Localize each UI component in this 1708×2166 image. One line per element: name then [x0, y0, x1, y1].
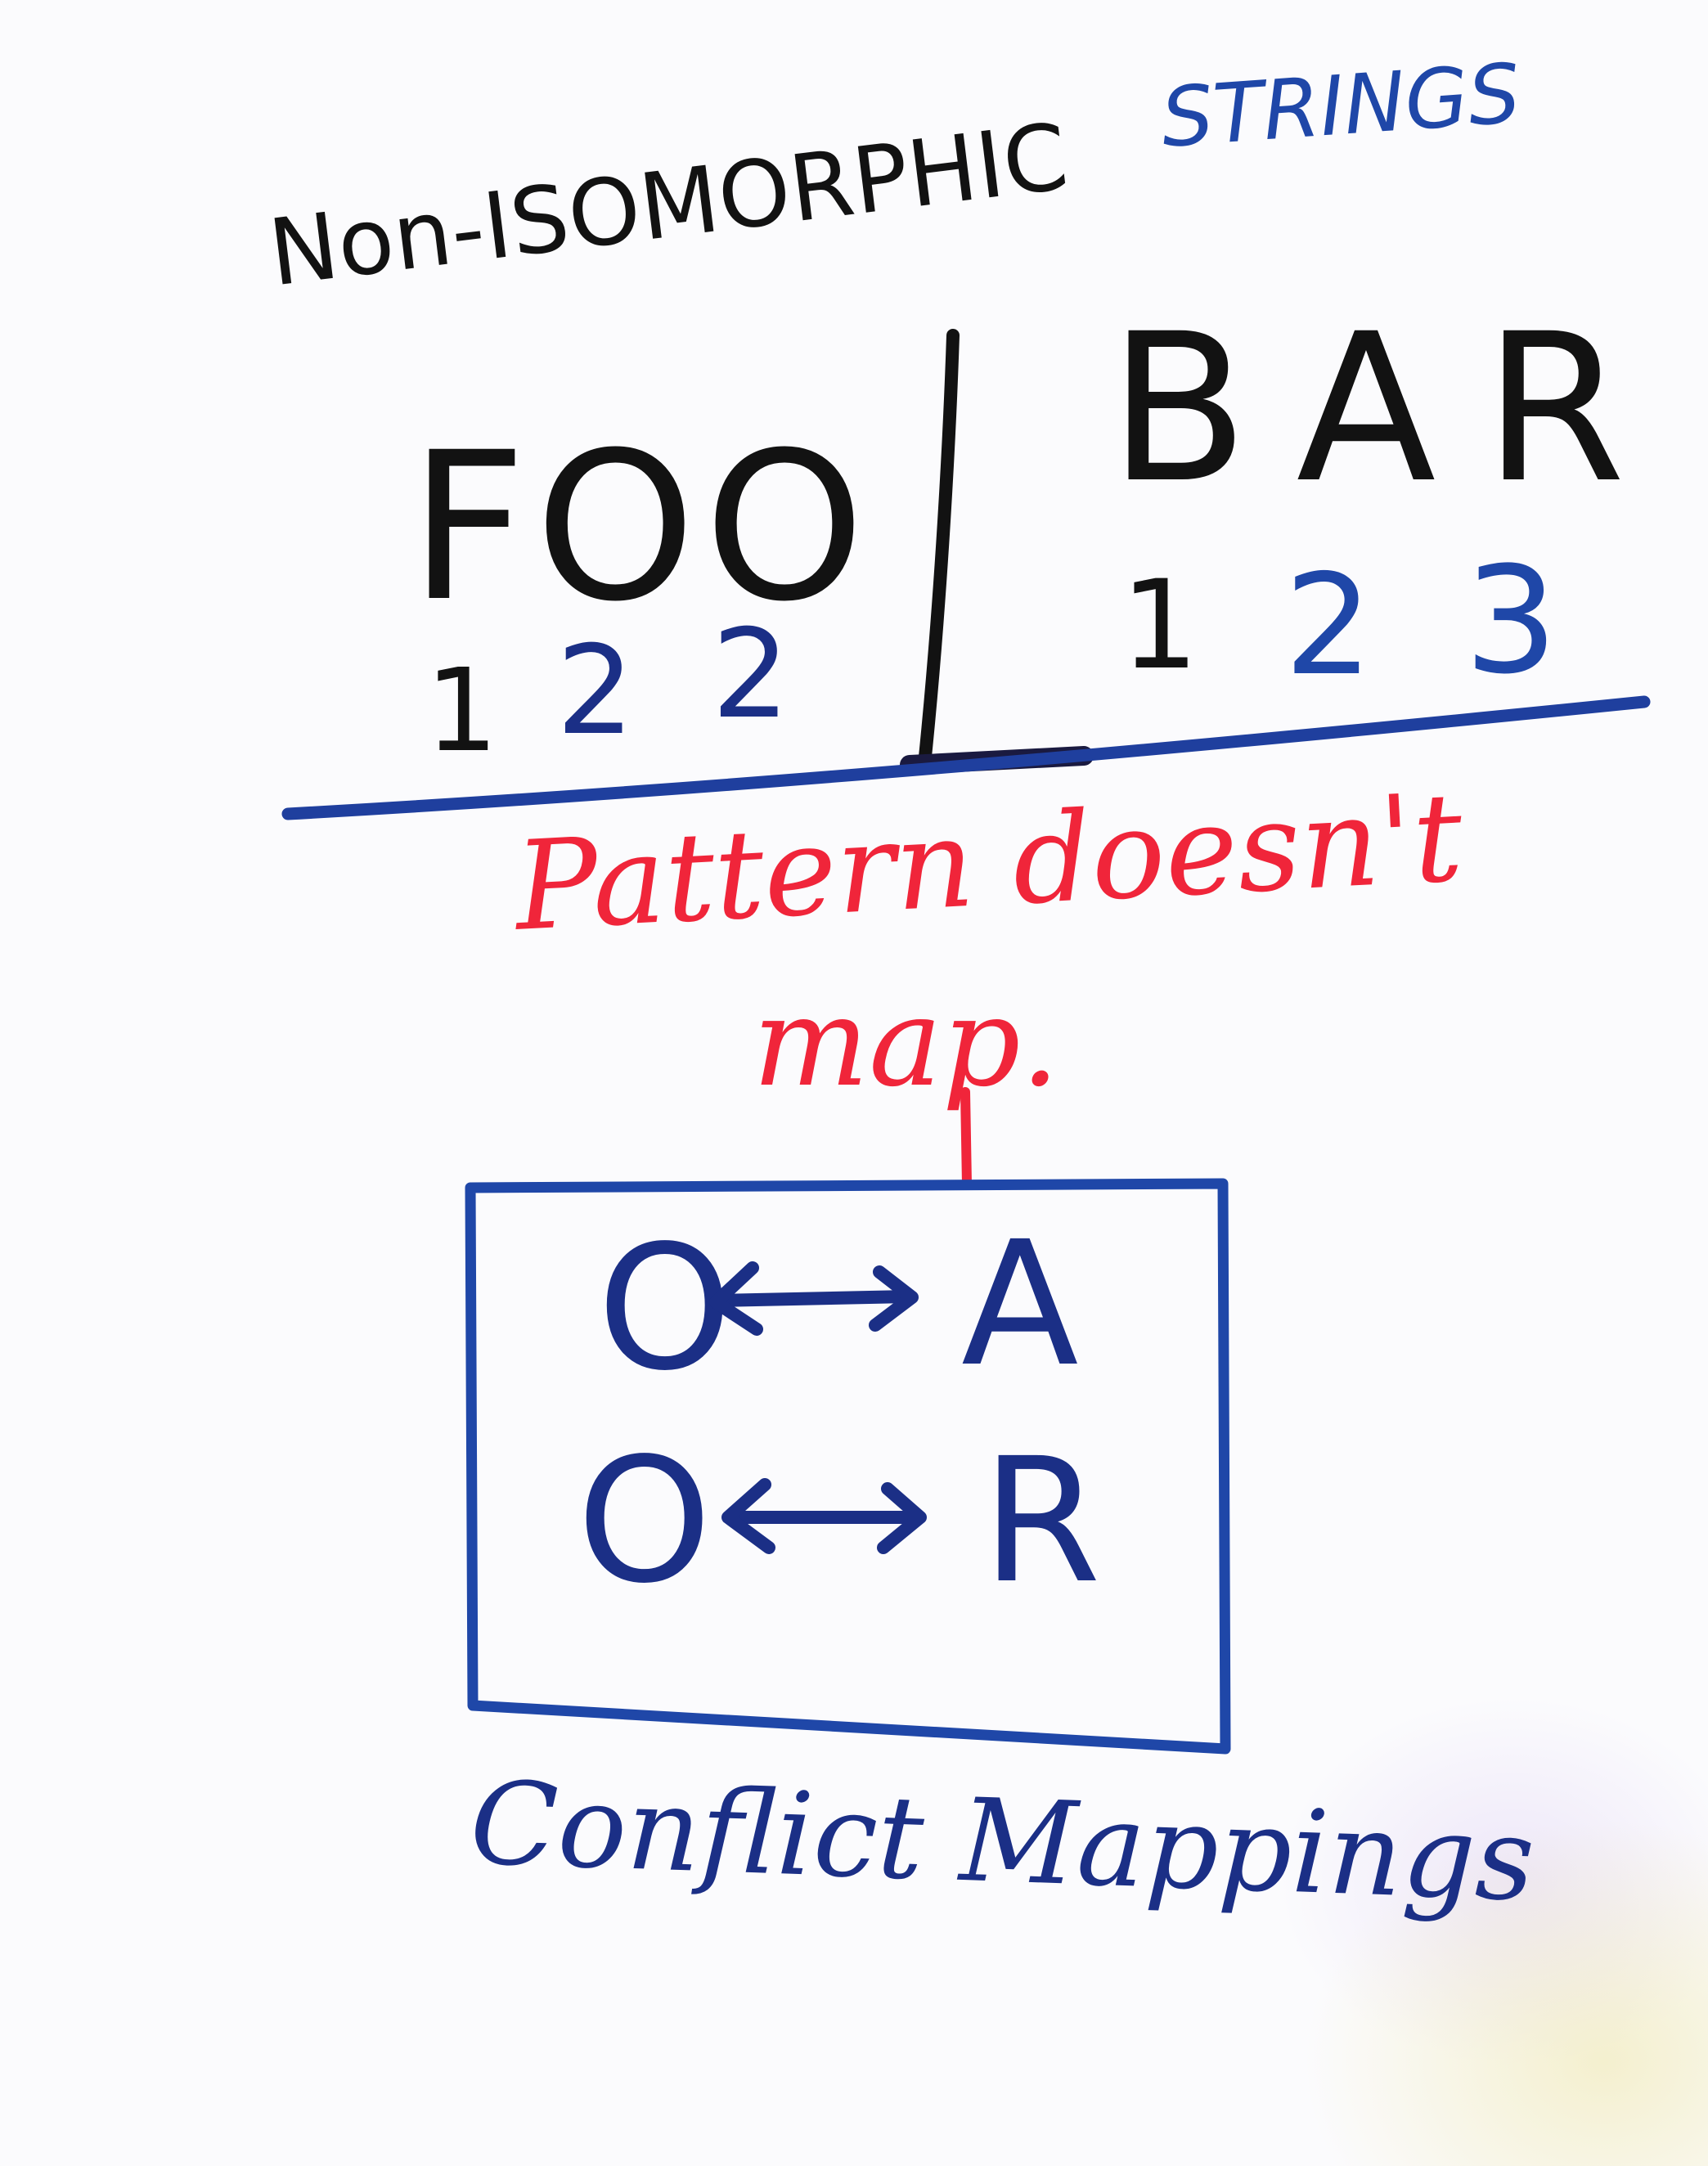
right-word: BAR [1108, 290, 1674, 528]
left-pattern-digit-1: 1 [425, 645, 499, 778]
verdict-connector [960, 1087, 972, 1189]
vertical-divider [918, 329, 960, 771]
mapping-1-from: O [597, 1208, 733, 1409]
right-pattern-digit-1: 1 [1121, 555, 1199, 697]
left-pattern-digit-3: 2 [712, 604, 790, 746]
mapping-2-to: R [982, 1421, 1101, 1621]
mapping-1-to: A [961, 1204, 1079, 1404]
mapping-2-from: O [577, 1421, 712, 1621]
mapping-box [465, 1178, 1231, 1755]
arrow-1-icon [709, 1261, 919, 1336]
arrow-2-icon [721, 1478, 927, 1554]
right-pattern-digit-3: 3 [1464, 536, 1558, 707]
left-word: FOO [409, 408, 874, 646]
right-pattern-digit-2: 2 [1284, 545, 1373, 707]
left-pattern-digit-2: 2 [556, 620, 635, 762]
pattern-underline [281, 695, 1651, 820]
verdict-line-2: map. [753, 972, 1060, 1114]
